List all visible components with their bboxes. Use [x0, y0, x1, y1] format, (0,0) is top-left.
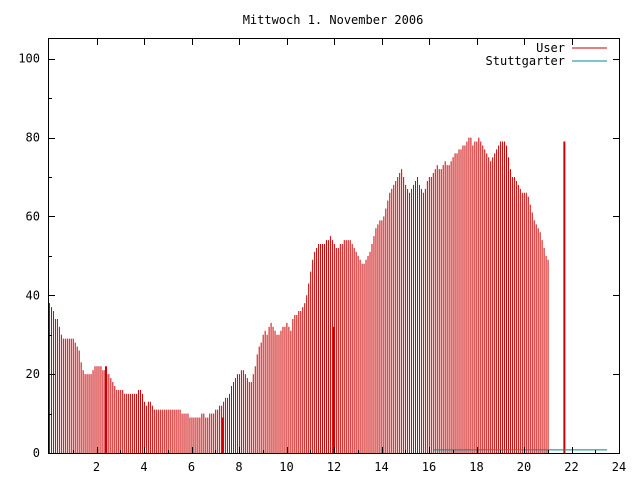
x-tick-label: 20 [517, 460, 531, 474]
user-bars [49, 137, 566, 453]
x-tick-label: 12 [327, 460, 341, 474]
y-tick-label: 40 [26, 288, 40, 302]
x-tick-label: 16 [422, 460, 436, 474]
x-tick-label: 14 [374, 460, 388, 474]
y-tick-label: 80 [26, 131, 40, 145]
y-axis-ticks: 0 20 40 60 80 100 [18, 52, 619, 460]
x-tick-label: 22 [564, 460, 578, 474]
x-tick-label: 8 [235, 460, 242, 474]
x-tick-label: 2 [93, 460, 100, 474]
x-tick-label: 24 [612, 460, 626, 474]
x-tick-label: 18 [469, 460, 483, 474]
x-tick-label: 4 [140, 460, 147, 474]
legend-label: User [536, 41, 565, 55]
plot-frame [48, 38, 620, 454]
y-tick-label: 0 [33, 446, 40, 460]
chart-title: Mittwoch 1. November 2006 [243, 13, 424, 27]
y-tick-label: 60 [26, 209, 40, 223]
x-axis-ticks: 2 4 6 8 10 12 14 16 18 20 22 24 [73, 39, 626, 474]
y-tick-label: 100 [18, 52, 40, 66]
legend-label: Stuttgarter [486, 54, 565, 68]
x-tick-label: 10 [279, 460, 293, 474]
y-tick-label: 20 [26, 367, 40, 381]
x-tick-label: 6 [188, 460, 195, 474]
